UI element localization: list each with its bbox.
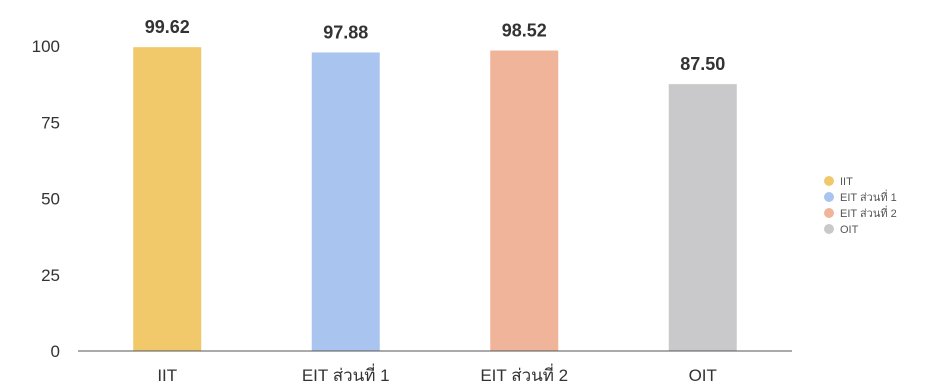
- data-label: 87.50: [680, 54, 725, 74]
- y-tick-label: 50: [41, 190, 60, 209]
- legend-label: IIT: [840, 176, 853, 188]
- x-tick-label: OIT: [689, 366, 717, 385]
- y-axis-ticks: 0 25 50 75 100: [32, 37, 60, 361]
- data-label: 98.52: [502, 21, 547, 41]
- bar: [133, 47, 202, 352]
- legend-marker: [824, 208, 834, 218]
- x-tick-label: IIT: [157, 366, 177, 385]
- bar: [490, 50, 559, 351]
- y-tick-label: 0: [51, 342, 60, 361]
- value-labels: 99.62 97.88 98.52 87.50: [145, 17, 726, 74]
- data-label: 97.88: [323, 22, 368, 42]
- legend-marker: [824, 224, 834, 234]
- y-tick-label: 100: [32, 37, 60, 56]
- legend-marker: [824, 176, 834, 186]
- bars: [133, 47, 737, 352]
- bar: [311, 52, 380, 351]
- y-tick-label: 25: [41, 266, 60, 285]
- y-tick-label: 75: [41, 113, 60, 132]
- legend-label: EIT ส่วนที่ 2: [840, 205, 897, 220]
- bar: [668, 84, 737, 351]
- legend-label: EIT ส่วนที่ 1: [840, 189, 897, 204]
- legend-label: OIT: [840, 224, 859, 236]
- x-tick-label: EIT ส่วนที่ 2: [480, 363, 568, 385]
- x-tick-label: EIT ส่วนที่ 1: [302, 363, 390, 385]
- legend-marker: [824, 192, 834, 202]
- x-axis-labels: IIT EIT ส่วนที่ 1 EIT ส่วนที่ 2 OIT: [157, 363, 717, 385]
- data-label: 99.62: [145, 17, 190, 37]
